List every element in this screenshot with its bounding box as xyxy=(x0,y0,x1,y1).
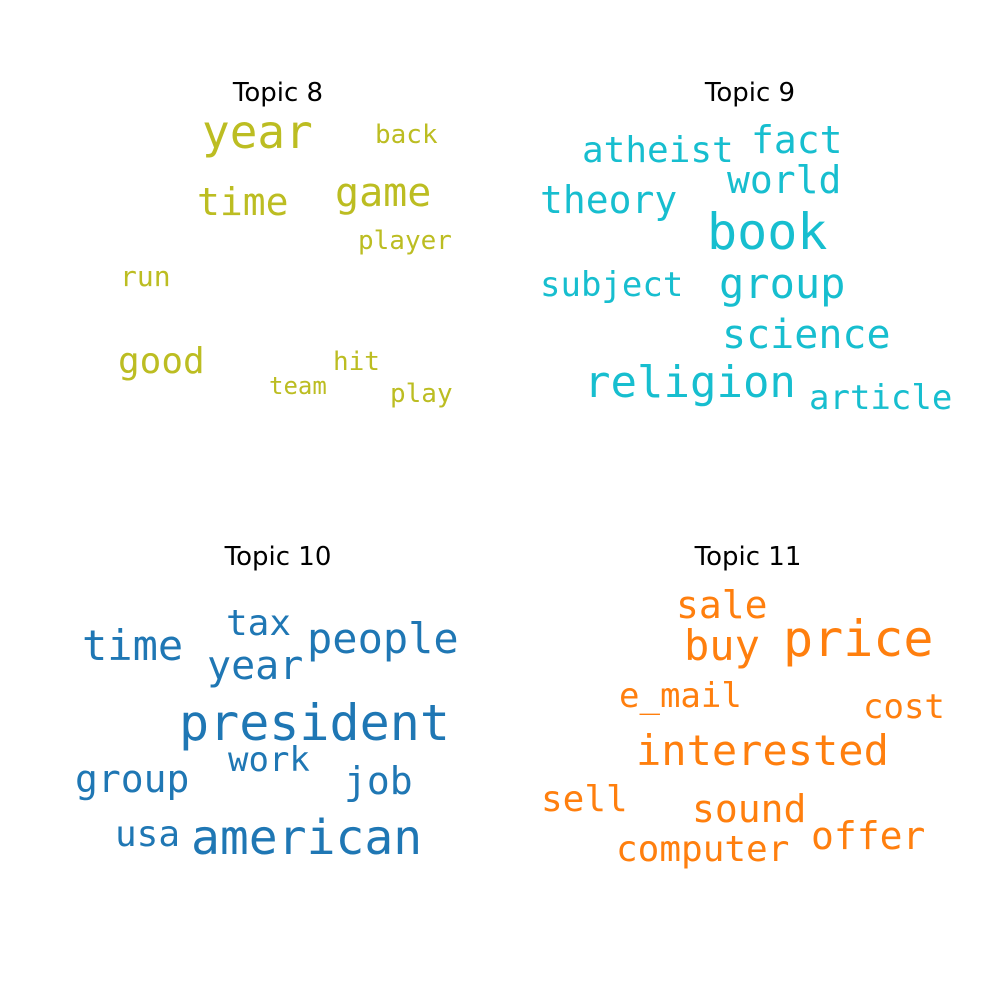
topic-10-panel: Topic 10 president american people time … xyxy=(0,500,500,1000)
word-tax: tax xyxy=(226,603,292,644)
word-people: people xyxy=(307,614,459,663)
word-american: american xyxy=(191,810,423,866)
topic-11-panel: Topic 11 price interested buy sale offer… xyxy=(500,500,1000,1000)
word-fact: fact xyxy=(751,118,843,162)
word-president: president xyxy=(179,694,450,752)
word-sale: sale xyxy=(676,583,768,627)
word-offer: offer xyxy=(811,814,926,858)
word-computer: computer xyxy=(616,829,790,870)
word-time: time xyxy=(197,180,289,224)
word-e-mail: e_mail xyxy=(619,676,742,716)
panel-title: Topic 8 xyxy=(232,78,324,108)
word-player: player xyxy=(358,226,452,256)
word-team: team xyxy=(269,372,327,400)
word-hit: hit xyxy=(333,347,380,377)
word-theory: theory xyxy=(540,178,678,222)
word-science: science xyxy=(722,312,891,358)
word-article: article xyxy=(809,378,953,418)
word-world: world xyxy=(727,158,842,202)
word-price: price xyxy=(783,610,934,668)
panel-title: Topic 10 xyxy=(224,542,332,572)
word-religion: religion xyxy=(584,357,796,408)
word-year: year xyxy=(202,105,313,159)
word-buy: buy xyxy=(684,621,760,670)
word-year: year xyxy=(207,643,304,689)
word-atheist: atheist xyxy=(582,130,734,171)
word-cost: cost xyxy=(863,687,945,727)
word-run: run xyxy=(120,260,171,293)
word-usa: usa xyxy=(115,814,181,855)
word-group: group xyxy=(75,757,190,801)
word-time: time xyxy=(82,621,184,670)
word-interested: interested xyxy=(636,726,889,775)
word-book: book xyxy=(707,203,828,261)
topic-9-panel: Topic 9 book religion group science theo… xyxy=(500,0,1000,500)
word-subject: subject xyxy=(540,265,684,305)
word-sound: sound xyxy=(692,787,807,831)
word-job: job xyxy=(344,759,413,803)
word-good: good xyxy=(118,341,205,382)
word-play: play xyxy=(390,379,453,409)
topic-8-panel: Topic 8 year game time back player run g… xyxy=(0,0,500,500)
word-game: game xyxy=(335,170,432,216)
panel-title: Topic 11 xyxy=(694,542,802,572)
word-group: group xyxy=(719,259,846,308)
word-back: back xyxy=(375,120,438,150)
panel-title: Topic 9 xyxy=(704,78,796,108)
word-sell: sell xyxy=(541,779,628,820)
word-work: work xyxy=(228,740,310,780)
